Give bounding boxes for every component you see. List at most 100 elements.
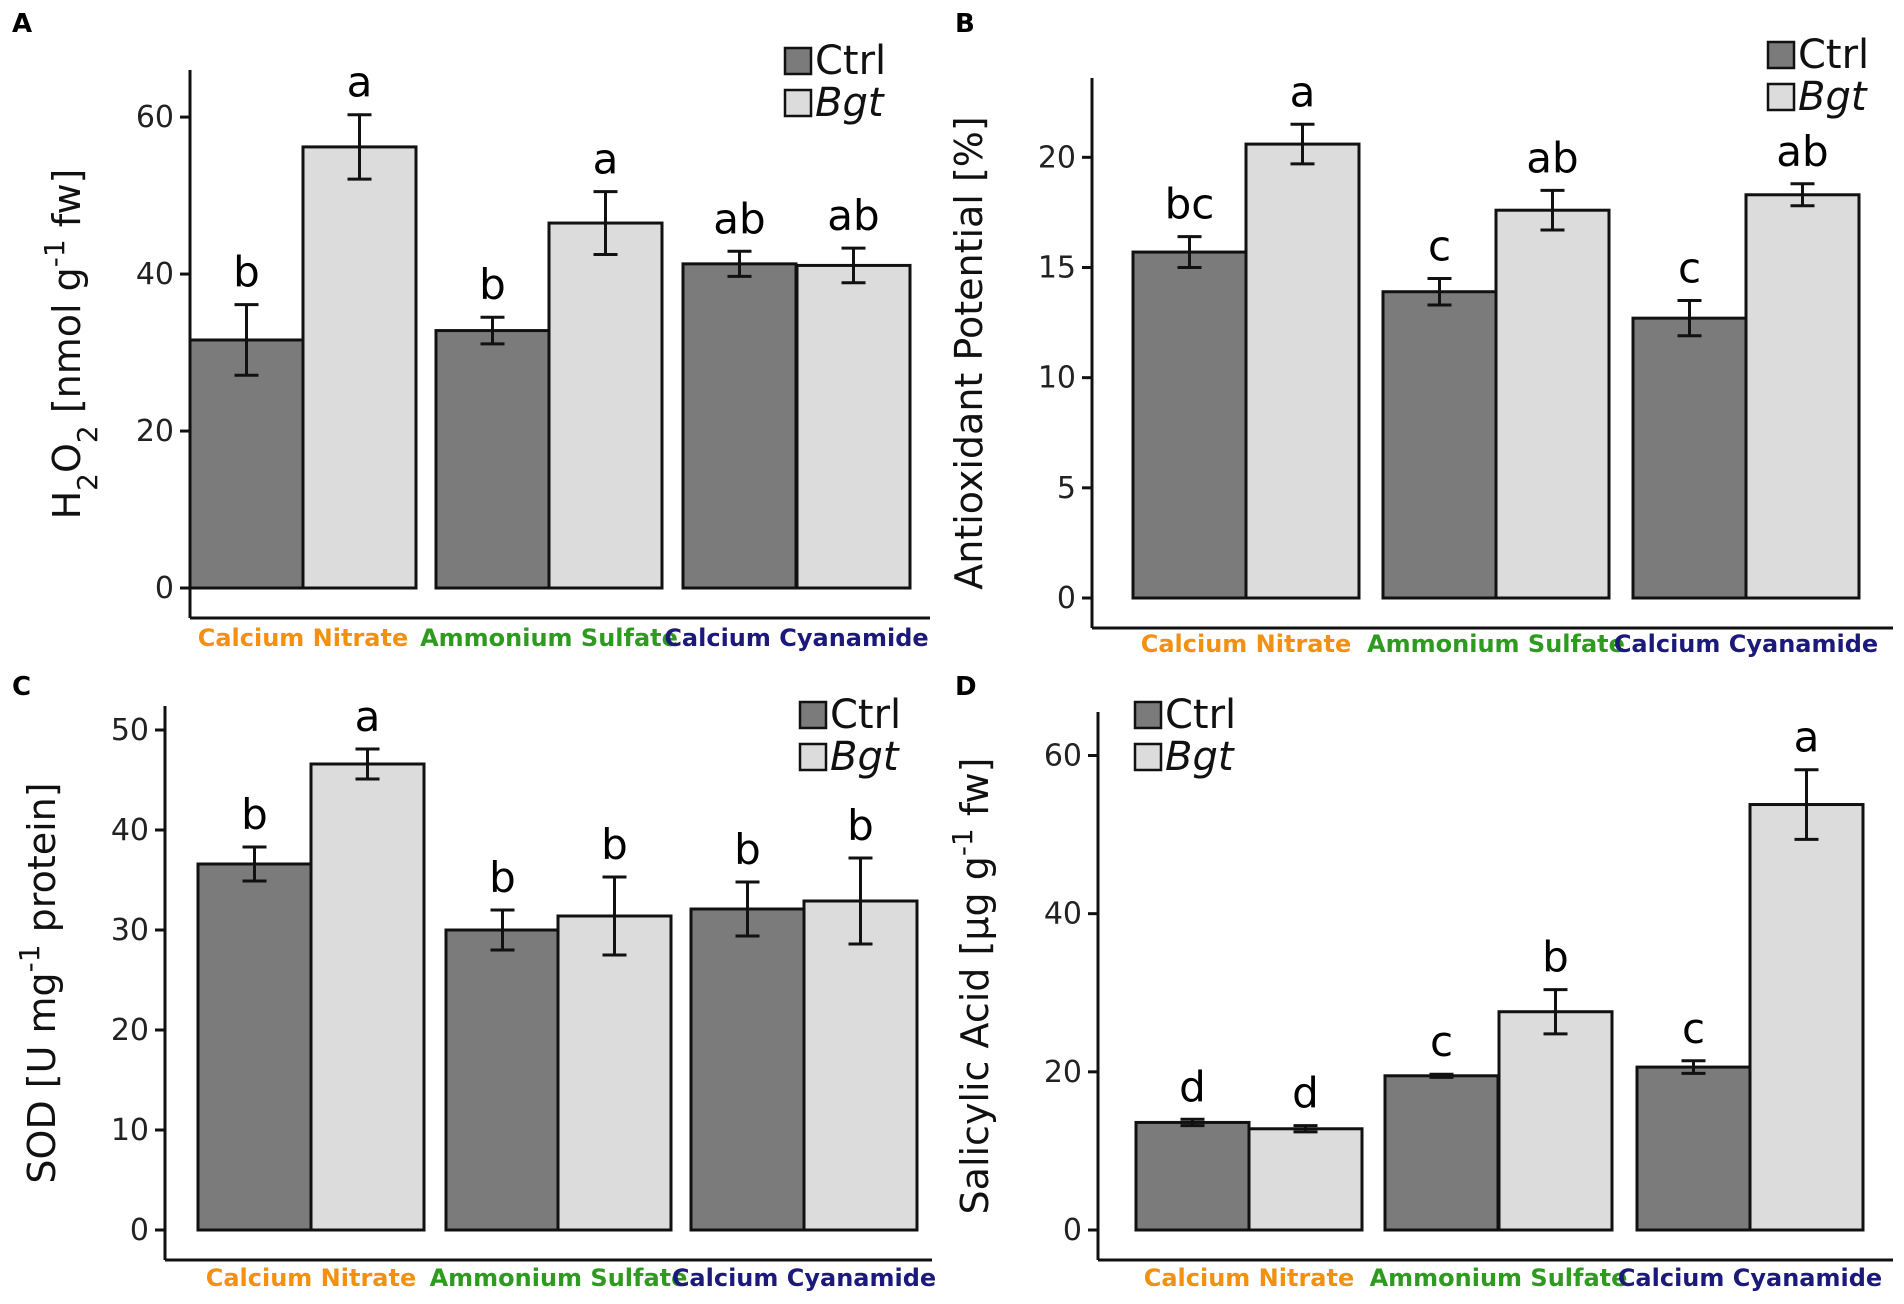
y-axis-label-part: 2 <box>71 425 104 443</box>
significance-label: ab <box>1526 133 1578 182</box>
bar-ctrl <box>1381 290 1498 600</box>
y-axis-label-part: Antioxidant Potential [%] <box>947 116 991 589</box>
bar-ctrl <box>188 338 305 590</box>
y-tick-label: 0 <box>1057 581 1076 616</box>
y-tick-label: 40 <box>1044 897 1082 932</box>
category-label: Ammonium Sulfate <box>1367 630 1625 658</box>
significance-label: b <box>479 260 506 309</box>
bar-ctrl <box>1134 1120 1251 1232</box>
bar-ctrl <box>1383 1074 1500 1232</box>
significance-label: a <box>593 135 619 184</box>
legend-swatch-bgt <box>1133 742 1163 772</box>
bar-ctrl <box>444 928 561 1232</box>
y-axis-label: Antioxidant Potential [%] <box>947 116 991 589</box>
legend-swatch-ctrl <box>1766 40 1796 70</box>
significance-label: d <box>1292 1069 1319 1118</box>
bar-bgt <box>795 263 912 590</box>
y-axis-label-part: Salicylic Acid [µg g <box>953 856 997 1214</box>
legend-swatch-ctrl <box>1133 700 1163 730</box>
significance-label: b <box>601 820 628 869</box>
category-label: Calcium Nitrate <box>206 1264 417 1292</box>
y-axis-label-part: O <box>45 443 89 473</box>
significance-label: a <box>1794 713 1820 762</box>
category-label: Calcium Nitrate <box>1144 1264 1355 1292</box>
bar-ctrl <box>1131 250 1248 600</box>
significance-label: a <box>347 58 373 107</box>
y-axis-label-part: -1 <box>946 828 979 856</box>
bar-bgt <box>1748 803 1865 1232</box>
significance-label: b <box>847 801 874 850</box>
y-axis-label-part: -1 <box>13 944 46 972</box>
category-label: Calcium Nitrate <box>1141 630 1352 658</box>
y-axis-label-part: SOD [U mg <box>20 972 64 1183</box>
bar-ctrl <box>689 907 806 1232</box>
panel-d: D 0 20 40 60 Salicylic Acid [µg g-1 fw] d d Calc… <box>946 672 1893 1292</box>
y-axis-label: SOD [U mg-1 protein] <box>13 782 65 1183</box>
bar-bgt <box>1244 142 1361 600</box>
y-axis-label-part: fw] <box>45 169 89 240</box>
legend-label-ctrl: Ctrl <box>815 38 886 84</box>
legend-label-bgt: Bgt <box>1798 74 1868 120</box>
category-label: Calcium Cyanamide <box>1618 1264 1882 1292</box>
y-tick-label: 20 <box>1044 1055 1082 1090</box>
bar-ctrl <box>1631 316 1748 600</box>
category-label: Ammonium Sulfate <box>430 1264 688 1292</box>
panel-b: B 0 5 10 15 20 Antioxidant Potential [%] bc a Cal… <box>947 9 1893 658</box>
y-axis-label-part: fw] <box>953 758 997 829</box>
bar-bgt <box>547 221 664 590</box>
y-tick-label: 50 <box>111 713 149 748</box>
y-axis-label-part: H <box>45 491 89 520</box>
y-tick-label: 5 <box>1057 471 1076 506</box>
category-label: Calcium Nitrate <box>198 624 409 652</box>
y-tick-label: 40 <box>136 257 174 292</box>
significance-label: d <box>1179 1062 1206 1111</box>
significance-label: c <box>1430 1017 1453 1066</box>
significance-label: ab <box>713 194 765 243</box>
category-label: Ammonium Sulfate <box>420 624 678 652</box>
y-tick-label: 0 <box>155 571 174 606</box>
y-tick-label: 20 <box>1038 140 1076 175</box>
legend-label-ctrl: Ctrl <box>1798 32 1869 78</box>
bar-bgt <box>556 914 673 1232</box>
y-tick-label: 20 <box>111 1013 149 1048</box>
category-label: Calcium Cyanamide <box>672 1264 936 1292</box>
y-tick-label: 0 <box>130 1213 149 1248</box>
significance-label: ab <box>827 191 879 240</box>
bar-bgt <box>802 899 919 1232</box>
bar-bgt <box>301 145 418 590</box>
panel-label: C <box>12 672 31 702</box>
legend-swatch-bgt <box>798 742 828 772</box>
legend-label-bgt: Bgt <box>815 80 885 126</box>
bar-ctrl <box>434 329 551 590</box>
significance-label: b <box>734 825 761 874</box>
significance-label: bc <box>1165 180 1215 229</box>
bar-bgt <box>1744 193 1861 600</box>
category-label: Calcium Cyanamide <box>1614 630 1878 658</box>
panel-label: A <box>12 9 32 39</box>
bar-bgt <box>1247 1127 1364 1232</box>
legend-swatch-bgt <box>1766 82 1796 112</box>
y-tick-label: 10 <box>111 1113 149 1148</box>
bar-bgt <box>1497 1010 1614 1232</box>
significance-label: b <box>489 853 516 902</box>
y-tick-label: 30 <box>111 913 149 948</box>
legend-swatch-bgt <box>783 88 813 118</box>
significance-label: b <box>233 248 260 297</box>
y-tick-label: 60 <box>1044 738 1082 773</box>
y-tick-label: 10 <box>1038 361 1076 396</box>
bar-ctrl <box>1635 1065 1752 1232</box>
significance-label: a <box>355 692 381 741</box>
bar-bgt <box>309 762 426 1232</box>
panel-c: C 0 10 20 30 40 50 SOD [U mg-1 protein] b a Calciu… <box>12 672 936 1292</box>
y-axis-label-part: [nmol g <box>45 267 89 425</box>
y-axis-label: Salicylic Acid [µg g-1 fw] <box>946 758 998 1215</box>
bar-ctrl <box>196 862 313 1232</box>
y-axis-label-part: 2 <box>71 473 104 491</box>
significance-label: b <box>241 790 268 839</box>
significance-label: c <box>1682 1004 1705 1053</box>
legend-label-bgt: Bgt <box>830 734 900 780</box>
significance-label: a <box>1290 67 1316 116</box>
bar-bgt <box>1494 208 1611 600</box>
